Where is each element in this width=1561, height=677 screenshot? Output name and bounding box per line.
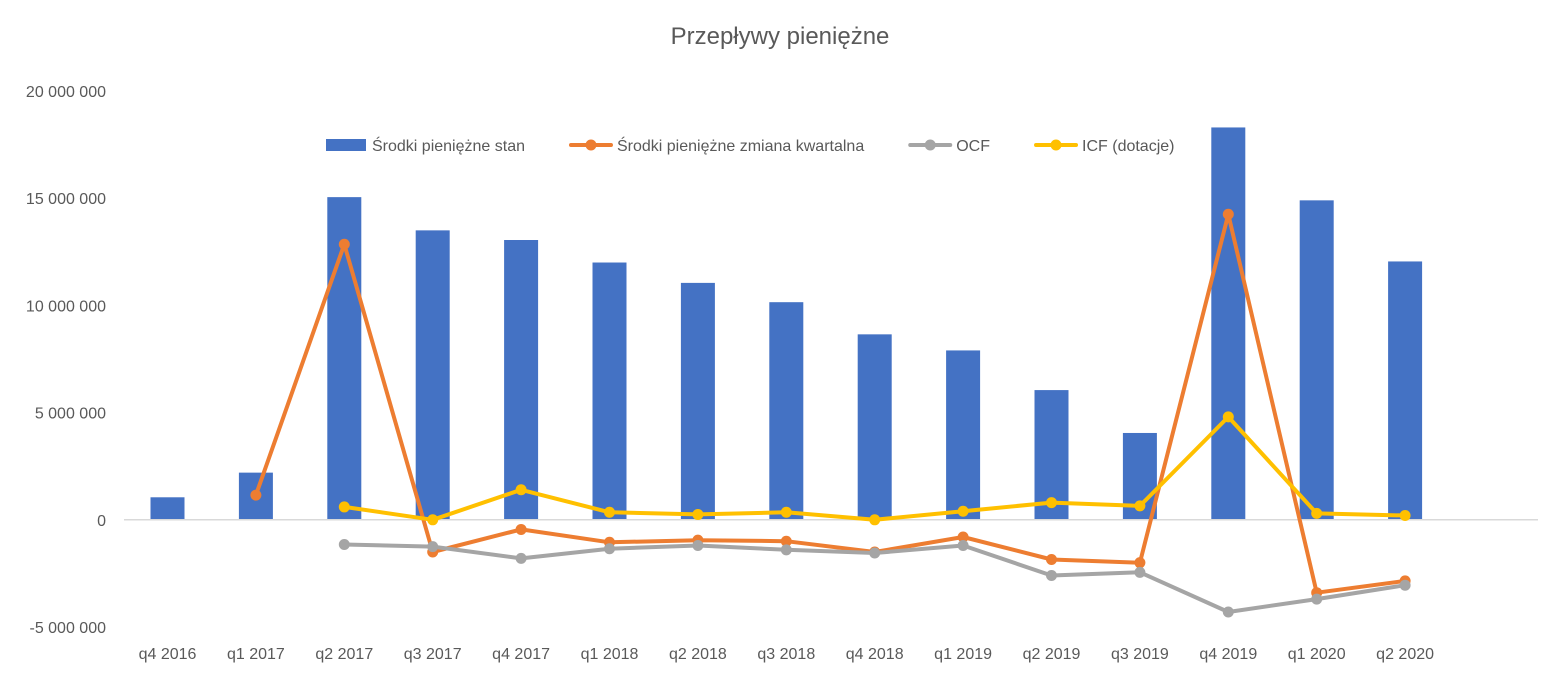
x-tick-label: q3 2019	[1111, 646, 1169, 663]
data-point	[427, 541, 439, 553]
legend-label: OCF	[956, 138, 990, 155]
bar	[1211, 127, 1246, 520]
data-point	[1134, 557, 1146, 569]
x-tick-label: q4 2018	[846, 646, 904, 663]
data-point	[692, 540, 704, 552]
data-point	[1222, 411, 1234, 423]
data-point	[869, 547, 881, 559]
legend-swatch	[326, 139, 366, 151]
y-tick-label: 0	[97, 513, 106, 530]
bar-series	[150, 127, 1423, 520]
bar	[769, 302, 804, 520]
data-point	[1399, 510, 1411, 522]
data-point	[1134, 566, 1146, 578]
bar	[946, 350, 981, 520]
data-point	[957, 505, 969, 517]
data-point	[780, 506, 792, 518]
data-point	[1222, 208, 1234, 220]
x-tick-label: q2 2018	[669, 646, 727, 663]
data-point	[338, 238, 350, 250]
y-tick-label: -5 000 000	[29, 620, 106, 637]
data-point	[1046, 497, 1057, 509]
x-tick-label: q3 2017	[404, 646, 462, 663]
data-point	[957, 531, 969, 543]
x-axis: q4 2016 q1 2017 q2 2017 q3 2017 q4 2017 q1 20…	[139, 646, 1435, 663]
data-point	[604, 543, 615, 555]
legend-marker	[1050, 139, 1062, 151]
data-point	[515, 552, 527, 564]
x-tick-label: q4 2017	[492, 646, 550, 663]
data-point	[338, 538, 350, 550]
x-tick-label: q1 2018	[581, 646, 639, 663]
data-point	[957, 540, 969, 552]
data-point	[604, 506, 615, 518]
data-point	[1046, 553, 1057, 565]
data-point	[1311, 593, 1323, 605]
legend-label: Środki pieniężne stan	[372, 136, 525, 155]
data-point	[515, 523, 527, 535]
x-tick-label: q2 2020	[1376, 646, 1434, 663]
data-point	[869, 514, 881, 526]
y-axis: -5 000 000 0 5 000 000 10 000 000 15 000 000…	[26, 84, 106, 637]
bar	[415, 230, 450, 520]
data-point	[780, 535, 792, 547]
bar	[680, 282, 715, 520]
data-point	[515, 484, 527, 496]
data-point	[1046, 570, 1057, 582]
bar	[1299, 200, 1334, 520]
data-point	[1399, 579, 1411, 591]
x-tick-label: q2 2017	[315, 646, 373, 663]
bar	[1388, 261, 1423, 520]
x-tick-label: q1 2019	[934, 646, 992, 663]
line-series	[250, 208, 1411, 618]
x-tick-label: q4 2016	[139, 646, 197, 663]
legend: Środki pieniężne stan Środki pieniężne zm…	[326, 136, 1174, 155]
data-point	[1222, 606, 1234, 618]
y-tick-label: 15 000 000	[26, 191, 106, 208]
y-tick-label: 10 000 000	[26, 298, 106, 315]
x-tick-label: q1 2020	[1288, 646, 1346, 663]
legend-label: ICF (dotacje)	[1082, 138, 1174, 155]
x-tick-label: q4 2019	[1199, 646, 1257, 663]
data-point	[780, 544, 792, 556]
data-point	[250, 489, 262, 501]
chart-title: Przepływy pieniężne	[671, 23, 890, 50]
data-point	[1311, 507, 1323, 519]
x-tick-label: q1 2017	[227, 646, 285, 663]
bar	[592, 262, 627, 520]
bar	[857, 334, 892, 520]
bar	[504, 240, 539, 520]
x-tick-label: q2 2019	[1023, 646, 1081, 663]
data-point	[338, 501, 350, 513]
legend-marker	[924, 139, 936, 151]
legend-marker	[585, 139, 597, 151]
x-tick-label: q3 2018	[757, 646, 815, 663]
y-tick-label: 20 000 000	[26, 84, 106, 101]
legend-label: Środki pieniężne zmiana kwartalna	[617, 136, 864, 155]
data-point	[1134, 500, 1146, 512]
data-point	[692, 508, 704, 520]
y-tick-label: 5 000 000	[35, 406, 106, 423]
bar	[150, 497, 185, 520]
data-point	[427, 514, 439, 526]
